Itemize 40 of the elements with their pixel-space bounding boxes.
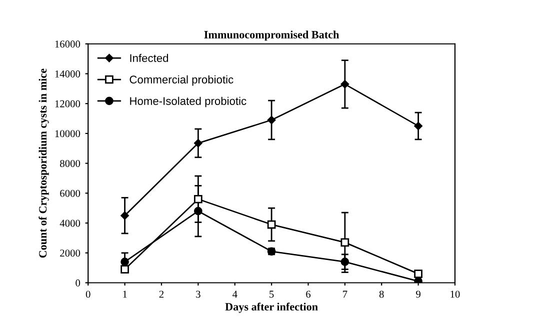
point <box>194 206 202 216</box>
y-tick-label: 6000 <box>60 190 80 197</box>
point <box>340 238 350 247</box>
legend-label: Home-Isolated probiotic <box>130 96 246 108</box>
y-tick-label: 12000 <box>55 100 80 108</box>
point <box>120 265 129 274</box>
x-tick-label: 8 <box>379 290 384 298</box>
y-axis-title: Count of Cryptosporidium cysts in mice <box>38 68 49 258</box>
x-tick-label: 3 <box>196 290 200 298</box>
point <box>120 211 129 220</box>
x-tick-label: 1 <box>123 290 127 298</box>
x-tick-label: 10 <box>450 290 460 298</box>
x-tick-label: 9 <box>416 290 420 298</box>
point <box>340 258 350 266</box>
x-tick-label: 2 <box>159 290 164 298</box>
x-tick-label: 7 <box>342 290 348 298</box>
y-tick-label: 14000 <box>55 70 80 78</box>
y-tick-label: 16000 <box>55 40 80 48</box>
point <box>267 220 276 229</box>
point <box>414 277 422 283</box>
point <box>340 80 350 88</box>
x-tick-label: 6 <box>306 290 311 298</box>
point <box>194 139 202 148</box>
y-tick-label: 2000 <box>60 250 80 257</box>
point <box>267 116 276 124</box>
x-tick-label: 5 <box>270 290 274 298</box>
legend-label: Commercial probiotic <box>130 75 234 86</box>
point <box>414 122 422 130</box>
x-tick-label: 4 <box>232 290 238 298</box>
point <box>194 194 202 204</box>
y-tick-label: 0 <box>76 279 80 286</box>
point <box>414 270 422 278</box>
chart-title: Immunocompromised Batch <box>204 30 340 41</box>
x-axis-title: Days after infection <box>225 302 318 313</box>
x-tick-label: 0 <box>86 290 90 298</box>
y-tick-label: 8000 <box>60 160 80 168</box>
y-tick-label: 4000 <box>60 220 80 227</box>
y-tick-label: 10000 <box>55 130 80 138</box>
legend-label: Infected <box>130 54 168 62</box>
point <box>120 258 129 266</box>
